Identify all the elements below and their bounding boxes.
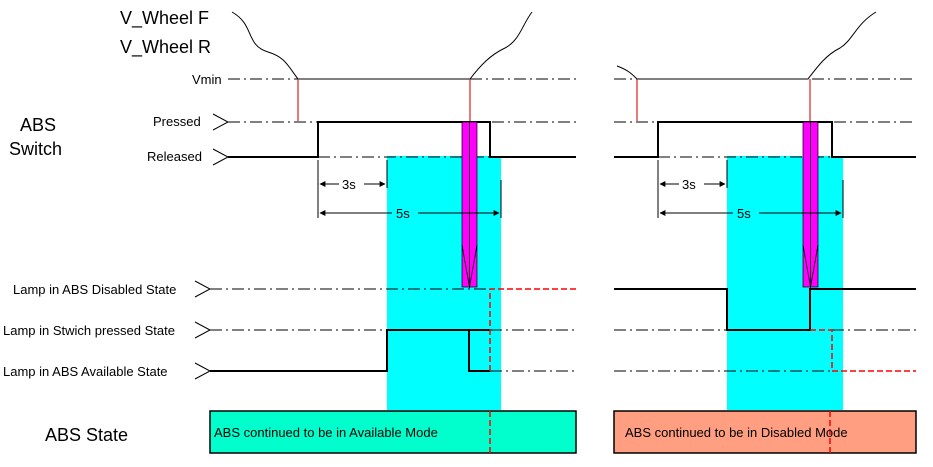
- right-switch-signal: [614, 121, 916, 158]
- lamp-available-pointer: [194, 362, 212, 380]
- right-state-bar: [613, 410, 917, 454]
- left-lamp-red-transition: [489, 288, 578, 371]
- left-wheel-speed-curve: [231, 11, 533, 80]
- lamp-pressed-pointer: [194, 321, 212, 339]
- left-dim-5s: 5s: [396, 206, 410, 221]
- right-press-arrow: [802, 121, 819, 288]
- left-dimension-lines: [317, 160, 502, 218]
- right-lamp-disabled-signal: [614, 288, 916, 331]
- wheel-front-label: V_Wheel F: [120, 8, 209, 29]
- pressed-pointer: [212, 113, 230, 131]
- right-wheel-speed-curve: [616, 11, 877, 80]
- lamp-pressed-label: Lamp in Stwich pressed State: [3, 323, 175, 338]
- lamp-disabled-label: Lamp in ABS Disabled State: [13, 282, 176, 297]
- pressed-label: Pressed: [153, 114, 201, 129]
- right-window-highlight: [727, 156, 843, 410]
- right-lamp-red-transition: [810, 329, 916, 372]
- wheel-rear-label: V_Wheel R: [120, 37, 211, 58]
- left-dim-3s: 3s: [342, 177, 356, 192]
- right-dim-3s: 3s: [682, 177, 696, 192]
- released-pointer: [212, 148, 230, 166]
- right-dim-5s: 5s: [737, 206, 751, 221]
- left-state-bar: [209, 410, 577, 454]
- lamp-disabled-pointer: [194, 280, 212, 298]
- abs-switch-label-line2: Switch: [9, 139, 62, 159]
- left-press-arrow: [461, 121, 478, 288]
- left-state-text: ABS continued to be in Available Mode: [214, 425, 438, 440]
- released-label: Released: [147, 149, 202, 164]
- abs-switch-label-line1: ABS: [20, 115, 56, 135]
- left-window-highlight: [387, 156, 501, 410]
- right-dimension-lines: [657, 160, 844, 218]
- abs-state-label: ABS State: [45, 425, 128, 445]
- left-switch-signal: [228, 121, 576, 158]
- vmin-label: Vmin: [192, 72, 222, 87]
- right-state-text: ABS continued to be in Disabled Mode: [625, 425, 848, 440]
- lamp-available-label: Lamp in ABS Available State: [3, 364, 168, 379]
